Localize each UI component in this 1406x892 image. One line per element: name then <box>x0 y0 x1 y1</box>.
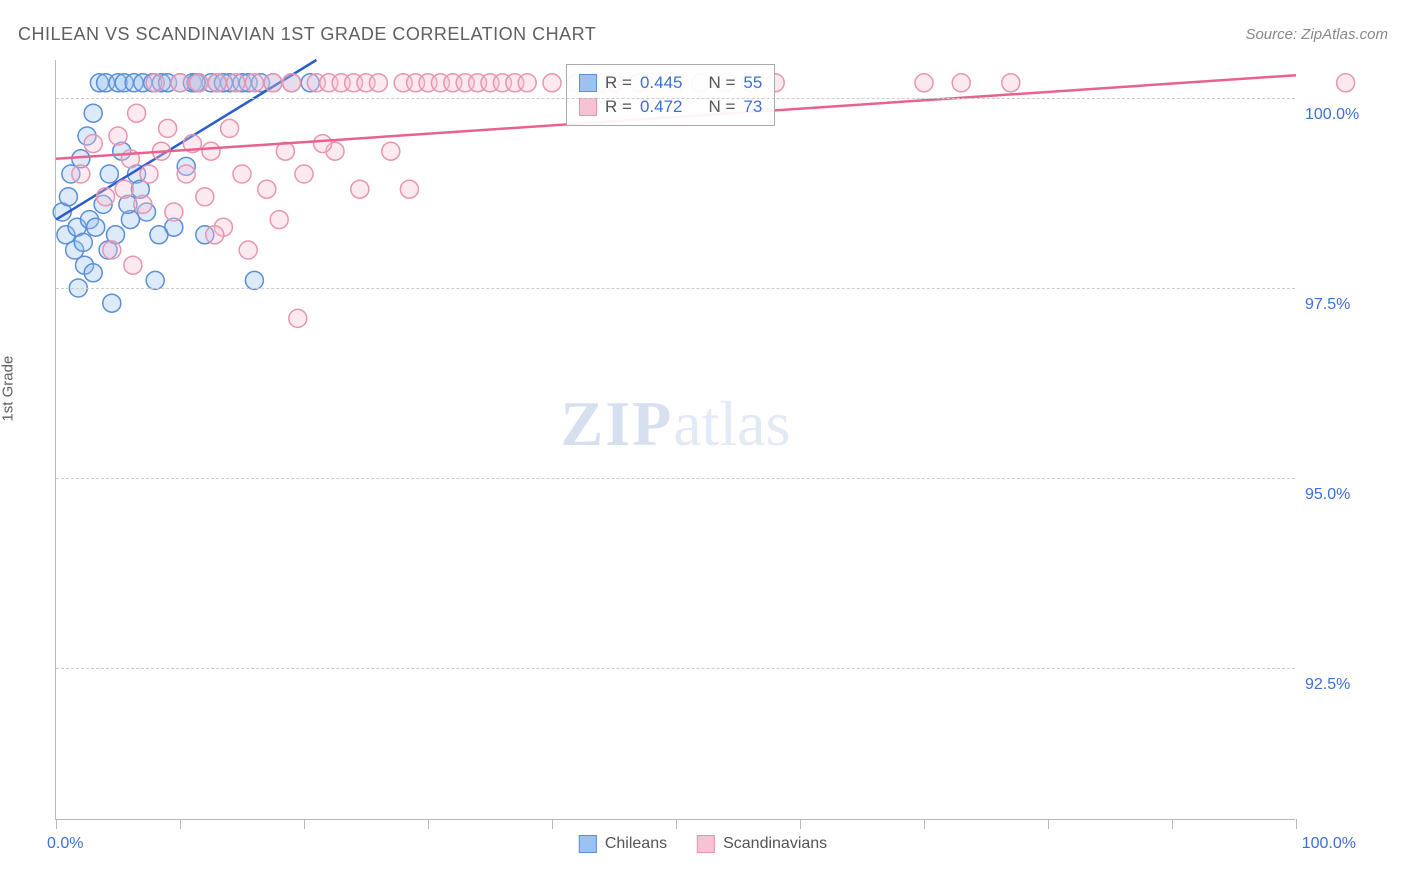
gridline <box>56 668 1295 669</box>
gridline <box>56 98 1295 99</box>
scatter-point <box>270 211 288 229</box>
scatter-svg <box>56 60 1295 819</box>
scatter-point <box>518 74 536 92</box>
legend-swatch <box>697 835 715 853</box>
chart-plot-area: ZIPatlas R =0.445N =55R =0.472N =73 <box>55 60 1295 820</box>
scatter-point <box>146 271 164 289</box>
scatter-point <box>165 203 183 221</box>
y-tick-label: 92.5% <box>1305 676 1350 694</box>
x-tick <box>1048 819 1049 829</box>
scatter-point <box>1002 74 1020 92</box>
scatter-point <box>289 309 307 327</box>
scatter-point <box>84 135 102 153</box>
x-tick <box>1172 819 1173 829</box>
x-tick <box>800 819 801 829</box>
scatter-point <box>221 119 239 137</box>
scatter-point <box>59 188 77 206</box>
n-label: N = <box>708 97 735 117</box>
scatter-point <box>206 226 224 244</box>
scatter-point <box>103 241 121 259</box>
x-axis-max-label: 100.0% <box>1302 835 1356 853</box>
scatter-point <box>171 74 189 92</box>
scatter-point <box>208 74 226 92</box>
r-value: 0.445 <box>640 73 683 93</box>
r-value: 0.472 <box>640 97 683 117</box>
scatter-point <box>239 241 257 259</box>
x-tick <box>1296 819 1297 829</box>
scatter-point <box>128 104 146 122</box>
r-label: R = <box>605 97 632 117</box>
n-label: N = <box>708 73 735 93</box>
scatter-point <box>245 74 263 92</box>
y-tick-label: 95.0% <box>1305 486 1350 504</box>
x-axis-min-label: 0.0% <box>47 835 83 853</box>
scatter-point <box>264 74 282 92</box>
scatter-point <box>543 74 561 92</box>
stats-row: R = 0.445 N = 55 <box>579 71 762 95</box>
legend-label: Chileans <box>605 835 667 852</box>
legend-bottom: Chileans Scandinavians <box>579 835 827 853</box>
stats-swatch <box>579 98 597 116</box>
scatter-point <box>150 226 168 244</box>
scatter-point <box>109 127 127 145</box>
stats-swatch <box>579 74 597 92</box>
scatter-point <box>400 180 418 198</box>
chart-title: CHILEAN VS SCANDINAVIAN 1ST GRADE CORREL… <box>18 24 596 45</box>
scatter-point <box>245 271 263 289</box>
scatter-point <box>177 165 195 183</box>
y-tick-label: 97.5% <box>1305 296 1350 314</box>
legend-swatch <box>579 835 597 853</box>
scatter-point <box>159 119 177 137</box>
scatter-point <box>233 165 251 183</box>
gridline <box>56 288 1295 289</box>
scatter-point <box>103 294 121 312</box>
n-value: 55 <box>743 73 762 93</box>
scatter-point <box>124 256 142 274</box>
scatter-point <box>72 165 90 183</box>
scatter-point <box>295 165 313 183</box>
x-tick <box>924 819 925 829</box>
legend-label: Scandinavians <box>723 835 827 852</box>
scatter-point <box>74 233 92 251</box>
legend-item: Scandinavians <box>697 835 827 853</box>
x-tick <box>676 819 677 829</box>
scatter-point <box>100 165 118 183</box>
scatter-point <box>369 74 387 92</box>
n-value: 73 <box>743 97 762 117</box>
scatter-point <box>382 142 400 160</box>
scatter-point <box>146 74 164 92</box>
scatter-point <box>314 135 332 153</box>
scatter-point <box>1337 74 1355 92</box>
scatter-point <box>952 74 970 92</box>
scatter-point <box>190 74 208 92</box>
scatter-point <box>84 264 102 282</box>
scatter-point <box>227 74 245 92</box>
scatter-point <box>283 74 301 92</box>
legend-item: Chileans <box>579 835 667 853</box>
scatter-point <box>202 142 220 160</box>
scatter-point <box>87 218 105 236</box>
x-tick <box>56 819 57 829</box>
scatter-point <box>140 165 158 183</box>
scatter-point <box>115 180 133 198</box>
scatter-point <box>351 180 369 198</box>
x-tick <box>180 819 181 829</box>
gridline <box>56 478 1295 479</box>
scatter-point <box>134 195 152 213</box>
x-tick <box>428 819 429 829</box>
y-tick-label: 100.0% <box>1305 106 1359 124</box>
scatter-point <box>915 74 933 92</box>
scatter-point <box>258 180 276 198</box>
scatter-point <box>196 188 214 206</box>
scatter-point <box>97 188 115 206</box>
y-axis-label: 1st Grade <box>0 356 17 422</box>
chart-source: Source: ZipAtlas.com <box>1245 26 1388 43</box>
chart-header: CHILEAN VS SCANDINAVIAN 1ST GRADE CORREL… <box>18 24 1388 45</box>
x-tick <box>552 819 553 829</box>
scatter-point <box>84 104 102 122</box>
x-tick <box>304 819 305 829</box>
correlation-stats-box: R = 0.445 N = 55 R = 0.472 N = 73 <box>566 64 775 126</box>
r-label: R = <box>605 73 632 93</box>
